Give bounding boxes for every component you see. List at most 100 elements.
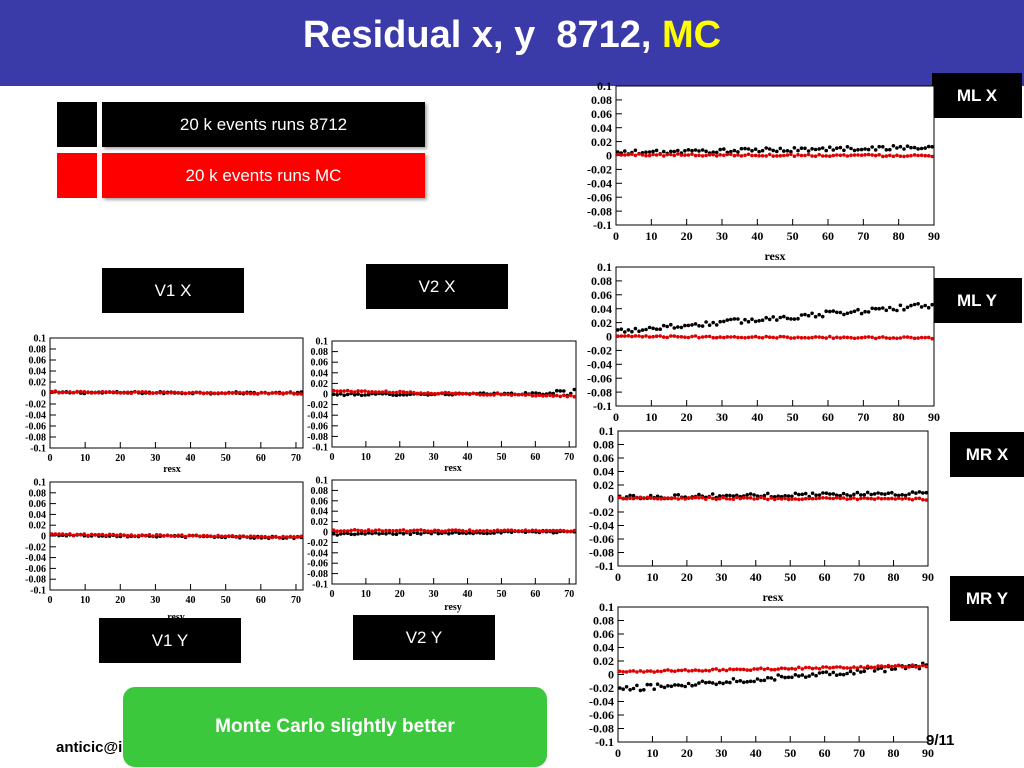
data-point [509,528,514,532]
data-point [647,153,652,158]
data-point [331,528,336,532]
data-point [359,531,364,536]
data-point [270,391,275,395]
data-point [729,152,733,157]
data-point [447,528,451,533]
data-point [345,529,350,533]
data-point [852,153,857,157]
data-point [810,491,815,495]
data-point [440,391,444,395]
data-point [645,669,650,673]
data-point [866,152,871,157]
data-point [530,391,535,395]
data-point [711,150,715,154]
data-point [806,152,811,157]
y-tick-label: -0.02 [25,400,46,411]
data-point [460,391,465,396]
data-point [879,664,884,668]
data-point [729,335,733,339]
data-point [711,152,715,157]
data-point [834,493,839,497]
data-point [345,392,350,397]
data-point [669,149,673,154]
data-point [886,496,891,501]
title-highlight: MC [661,14,722,56]
data-point [651,152,655,157]
data-point [790,497,794,501]
data-point [338,389,343,393]
data-point [391,393,395,397]
data-point [398,389,402,394]
data-point [930,336,934,341]
data-point [471,529,475,534]
data-point [453,391,458,395]
data-point [799,313,804,317]
data-point [212,534,217,539]
data-point [792,146,797,150]
data-point [859,153,864,157]
data-point [898,336,903,340]
data-point [673,669,677,674]
data-point [415,528,420,533]
data-point [862,496,867,500]
data-point [852,492,856,497]
data-point [669,322,673,327]
data-point [888,305,892,310]
data-point [736,335,740,340]
data-point [783,675,787,680]
data-point [363,532,367,536]
data-point [335,389,339,393]
data-point [748,668,753,672]
data-point [769,496,774,500]
y-tick-label: 0 [608,492,614,506]
x-tick-label: 60 [530,452,540,463]
x-axis-label: resx [444,463,462,474]
data-point [292,535,296,539]
data-point [655,494,660,499]
x-tick-label: 0 [330,589,335,600]
data-point [637,334,641,338]
data-point [859,664,863,669]
data-point [541,529,545,534]
data-point [848,666,853,670]
data-point [807,496,811,501]
y-tick-label: -0.1 [30,586,46,597]
data-point [917,490,922,494]
data-point [356,532,360,536]
data-point [792,154,797,158]
data-point [647,325,652,330]
y-tick-label: 0.06 [591,107,612,121]
y-tick-label: 0.08 [311,347,329,358]
data-point [502,528,507,533]
data-point [191,390,195,395]
data-point [661,154,666,158]
data-point [450,391,455,396]
data-point [548,393,552,398]
data-point [255,535,260,540]
data-point [654,148,659,153]
data-point [769,676,774,680]
data-point [426,391,430,395]
data-point [537,529,542,533]
data-point [429,391,434,396]
plot-v2x: 0.10.080.060.040.020-0.02-0.04-0.06-0.08… [307,337,577,474]
data-point [926,144,931,149]
data-point [856,307,860,312]
x-tick-label: 10 [80,453,90,464]
data-point [859,147,864,152]
tag-mly: ML Y [932,278,1022,323]
data-point [741,496,746,500]
y-tick-label: 0.1 [34,334,47,345]
data-point [738,496,743,501]
data-point [555,393,559,398]
data-point [838,153,843,158]
data-point [180,533,184,537]
data-point [724,496,729,501]
x-tick-label: 10 [361,589,371,600]
data-point [785,149,790,153]
data-point [806,336,811,340]
data-point [828,496,832,501]
x-tick-label: 30 [150,453,160,464]
x-tick-label: 40 [751,410,763,424]
x-tick-label: 70 [291,595,301,606]
